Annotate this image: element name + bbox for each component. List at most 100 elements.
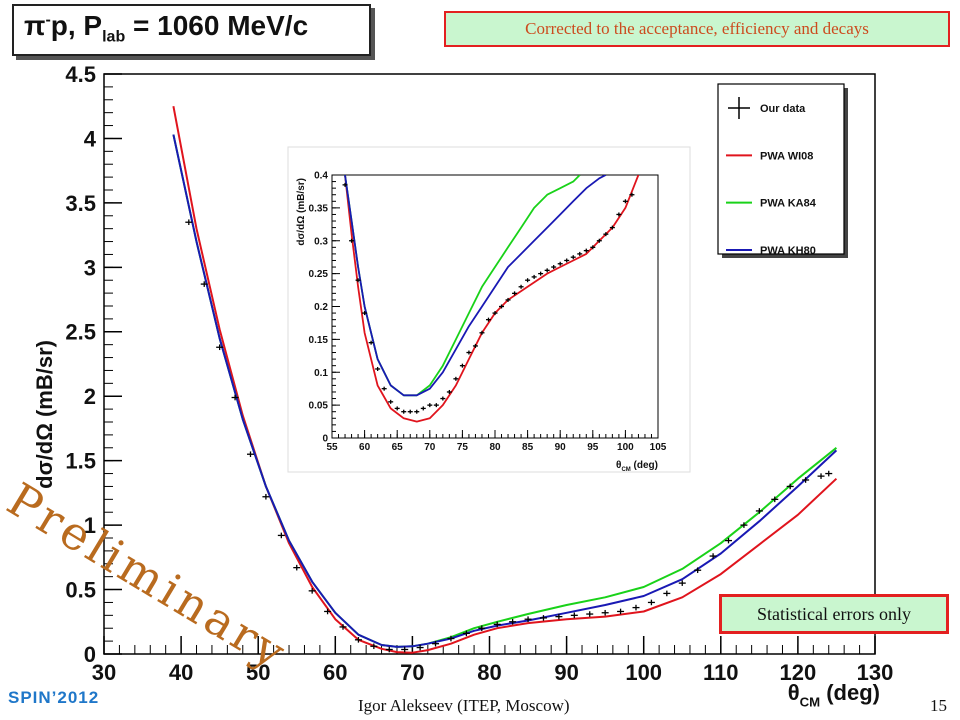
inset-data-point: [616, 212, 622, 217]
inset-data-point: [512, 291, 518, 296]
main-x-tick-label: 120: [780, 660, 817, 685]
main-x-tick-label: 70: [400, 660, 424, 685]
correction-note-box: Corrected to the acceptance, efficiency …: [444, 11, 950, 47]
inset-data-point: [557, 261, 563, 266]
main-data-point: [709, 553, 717, 559]
inset-data-point: [459, 363, 465, 368]
legend-label: PWA KA84: [760, 198, 817, 210]
main-y-axis-label: dσ/dΩ (mB/sr): [32, 340, 57, 489]
inset-data-point: [362, 311, 368, 316]
inset-y-tick-label: 0.2: [314, 302, 328, 313]
main-data-point: [755, 508, 763, 514]
conference-label: SPIN’2012: [8, 688, 100, 707]
main-data-point: [493, 621, 501, 628]
inset-chart: 55 60 65 70 75 80 85 90 95 100 105 0 0.05 0.1 0.15 0.2 0…: [287, 146, 691, 473]
main-data-point: [339, 624, 347, 630]
inset-data-point: [479, 330, 485, 335]
inset-data-point: [381, 386, 387, 391]
chart-title: π-p, Plab = 1060 MeV/c: [24, 10, 308, 47]
inset-x-axis-label: θCM (deg): [616, 460, 658, 473]
main-y-tick-label: 3.5: [65, 191, 96, 216]
inset-data-point: [394, 406, 400, 411]
inset-data-point: [342, 182, 348, 187]
main-x-tick-label: 50: [246, 660, 270, 685]
inset-data-point: [375, 366, 381, 371]
inset-data-point: [401, 409, 407, 414]
main-data-point: [802, 477, 810, 483]
main-data-point: [185, 219, 193, 226]
main-y-tick-label: 2.5: [65, 320, 96, 345]
main-data-point: [771, 496, 779, 503]
title-sub-lab: lab: [102, 28, 126, 46]
inset-data-point: [544, 268, 550, 273]
inset-x-tick-label: 105: [650, 442, 667, 453]
inset-y-axis-label: dσ/dΩ (mB/sr): [296, 178, 307, 246]
inset-data-point: [388, 399, 394, 404]
inset-x-tick-label: 65: [392, 442, 404, 453]
page-number: 15: [930, 696, 947, 715]
main-data-point: [200, 281, 208, 287]
main-data-points: [185, 219, 833, 653]
main-data-point: [617, 608, 625, 615]
main-x-tick-label: 130: [857, 660, 894, 685]
main-y-tick-label: 4.5: [65, 62, 96, 87]
inset-data-point: [485, 317, 491, 322]
inset-data-point: [446, 389, 452, 394]
inset-x-tick-label: 90: [555, 442, 567, 453]
main-y-tick-label: 2: [84, 384, 96, 409]
title-reaction: p, P: [50, 10, 103, 41]
main-data-point: [416, 644, 424, 651]
main-data-point: [462, 630, 470, 637]
main-x-tick-label: 100: [625, 660, 662, 685]
main-x-tick-label: 80: [477, 660, 501, 685]
inset-series-pwa-kh80: [344, 175, 607, 397]
inset-data-point: [570, 255, 576, 260]
inset-data-point: [596, 238, 602, 243]
inset-x-tick-label: 85: [522, 442, 534, 453]
inset-x-tick-label: 55: [326, 442, 338, 453]
inset-data-point: [564, 258, 570, 263]
inset-x-tick-label: 70: [424, 442, 436, 453]
main-y-tick-label: 0: [84, 642, 96, 667]
main-y-tick-label: 1: [84, 513, 96, 538]
inset-x-tick-label: 60: [359, 442, 371, 453]
inset-data-point: [427, 403, 433, 408]
main-y-tick-label: 4: [84, 126, 97, 151]
inset-data-point: [492, 311, 498, 316]
inset-data-point: [577, 251, 583, 256]
main-data-point: [447, 635, 455, 642]
inset-data-point: [433, 403, 439, 408]
main-data-point: [216, 344, 224, 351]
title-pi: π: [24, 10, 46, 41]
main-data-point: [647, 599, 655, 606]
inset-data-points: [342, 182, 635, 414]
inset-data-point: [440, 396, 446, 401]
main-data-point: [570, 612, 578, 619]
inset-data-point: [603, 232, 609, 237]
main-y-tick-label: 0.5: [65, 577, 96, 602]
inset-data-point: [407, 409, 413, 414]
main-x-tick-label: 90: [554, 660, 578, 685]
title-momentum: = 1060 MeV/c: [125, 10, 309, 41]
title-box: π-p, Plab = 1060 MeV/c: [12, 4, 371, 56]
main-x-tick-label: 60: [323, 660, 347, 685]
inset-data-point: [583, 248, 589, 253]
main-chart: 30 40 50 60 70 80 90 100 110 120 13000.511.522.533…: [32, 62, 893, 710]
inset-data-point: [349, 238, 355, 243]
main-data-point: [401, 646, 409, 653]
main-x-tick-label: 40: [169, 660, 193, 685]
main-data-point: [663, 590, 671, 597]
inset-x-tick-label: 80: [489, 442, 501, 453]
inset-data-point: [414, 409, 420, 414]
inset-data-point: [466, 350, 472, 355]
inset-data-point: [499, 304, 505, 309]
inset-data-point: [629, 192, 635, 197]
main-y-tick-label: 3: [84, 255, 96, 280]
stat-note: Statistical errors only: [757, 603, 911, 624]
inset-y-tick-label: 0.1: [314, 368, 328, 379]
inset-data-point: [525, 278, 531, 283]
legend-label: PWA KH80: [760, 245, 816, 257]
inset-y-tick-label: 0.4: [314, 171, 328, 182]
